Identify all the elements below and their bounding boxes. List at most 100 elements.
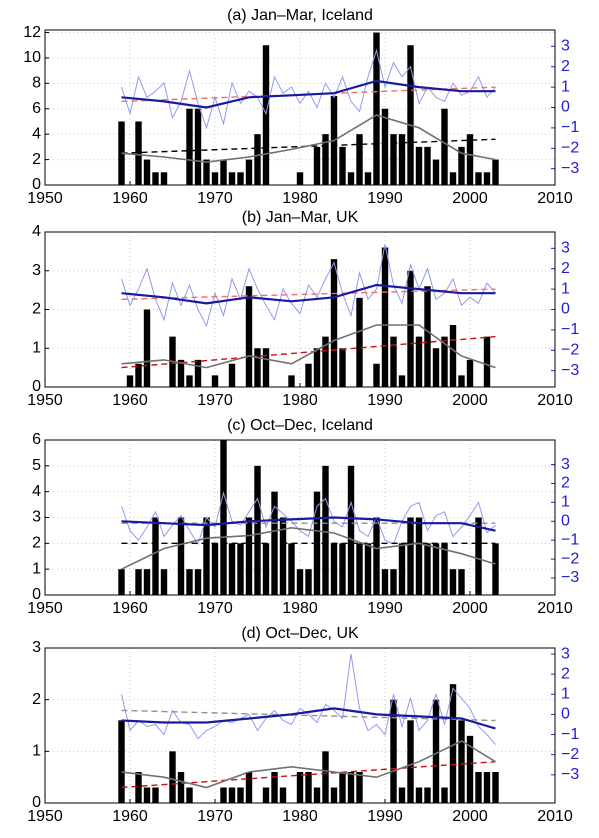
- x-tick-label: 1950: [27, 190, 63, 207]
- bar: [381, 569, 389, 595]
- x-tick-label: 2010: [537, 190, 573, 207]
- panel-title: (c) Oct–Dec, Iceland: [227, 417, 373, 434]
- y2-tick-label: −2: [561, 550, 579, 567]
- bar: [135, 569, 142, 595]
- bar: [475, 517, 482, 595]
- bar: [356, 134, 363, 185]
- y-tick-label: 3: [32, 639, 41, 656]
- x-tick-label: 1950: [27, 808, 63, 825]
- bar: [143, 787, 151, 803]
- y2-tick-label: −1: [561, 726, 579, 743]
- y2-tick-label: 2: [561, 260, 570, 277]
- y-tick-label: 0: [32, 378, 41, 395]
- bar: [186, 787, 193, 803]
- bar: [245, 159, 253, 185]
- y2-tick-label: 0: [561, 706, 570, 723]
- y-tick-label: 1: [32, 339, 41, 356]
- x-tick-label: 2000: [452, 190, 488, 207]
- bar: [432, 543, 440, 595]
- x-tick-label: 2010: [537, 600, 573, 617]
- bar: [415, 517, 423, 595]
- bar: [160, 569, 168, 595]
- x-tick-label: 2000: [452, 600, 488, 617]
- bar: [322, 336, 329, 387]
- plot-frame: [44, 439, 556, 596]
- bar: [186, 108, 193, 185]
- line-thin: [121, 244, 496, 328]
- x-tick-label: 1970: [197, 392, 233, 409]
- bar: [390, 699, 397, 803]
- y2-tick-label: 2: [561, 475, 570, 492]
- bar: [415, 146, 423, 185]
- y-tick-label: 2: [32, 691, 41, 708]
- x-tick-label: 1970: [197, 190, 233, 207]
- bar: [296, 569, 304, 595]
- line-thin: [121, 491, 496, 546]
- x-tick-label: 1970: [197, 808, 233, 825]
- bar: [118, 720, 125, 803]
- bar: [356, 772, 363, 803]
- bar: [160, 172, 168, 185]
- bar: [432, 159, 440, 185]
- bar: [390, 569, 397, 595]
- bar: [322, 751, 329, 803]
- y-tick-label: 12: [23, 24, 41, 41]
- bar: [262, 787, 270, 803]
- bar: [398, 375, 406, 387]
- bar: [398, 543, 406, 595]
- bar: [373, 517, 380, 595]
- y-tick-label: 8: [32, 75, 41, 92]
- bar: [211, 172, 219, 185]
- bar: [458, 569, 465, 595]
- bar: [432, 699, 440, 803]
- y-tick-label: 4: [32, 223, 41, 240]
- bar: [228, 172, 236, 185]
- y2-tick-label: 3: [561, 456, 570, 473]
- x-tick-label: 1990: [367, 808, 403, 825]
- y-tick-label: 0: [32, 794, 41, 811]
- bar: [169, 751, 176, 803]
- y2-tick-label: 3: [561, 645, 570, 662]
- y-tick-label: 2: [32, 535, 41, 552]
- bar: [432, 348, 440, 387]
- bar: [313, 787, 321, 803]
- bar: [458, 375, 465, 387]
- x-tick-label: 1960: [112, 190, 148, 207]
- y-tick-label: 5: [32, 457, 41, 474]
- y2-tick-label: −1: [561, 531, 579, 548]
- bar: [254, 348, 261, 387]
- bar: [279, 517, 287, 595]
- bar: [424, 787, 431, 803]
- bar: [186, 569, 193, 595]
- bar: [211, 543, 219, 595]
- plot-frame: [44, 647, 556, 804]
- bar: [475, 772, 482, 803]
- bar: [364, 543, 372, 595]
- bar: [254, 465, 261, 595]
- x-tick-label: 1990: [367, 190, 403, 207]
- line-thin: [121, 48, 496, 130]
- bar: [322, 465, 329, 595]
- bar: [211, 375, 219, 387]
- bar: [483, 172, 491, 185]
- bar: [466, 359, 474, 387]
- y2-tick-label: −2: [561, 746, 579, 763]
- bar: [407, 45, 414, 185]
- bar: [228, 543, 236, 595]
- bar: [305, 772, 312, 803]
- bar: [220, 787, 227, 803]
- x-tick-label: 1960: [112, 600, 148, 617]
- bar: [407, 517, 414, 595]
- bar: [441, 108, 448, 185]
- line-smooth: [121, 526, 496, 570]
- bar: [177, 517, 185, 595]
- y-tick-label: 1: [32, 743, 41, 760]
- bar: [483, 336, 491, 387]
- y2-tick-label: −1: [561, 321, 579, 338]
- bar: [152, 517, 159, 595]
- y2-tick-label: 3: [561, 240, 570, 257]
- bar: [330, 543, 338, 595]
- y2-tick-label: −2: [561, 140, 579, 157]
- y-tick-label: 4: [32, 125, 41, 142]
- bar: [373, 32, 380, 185]
